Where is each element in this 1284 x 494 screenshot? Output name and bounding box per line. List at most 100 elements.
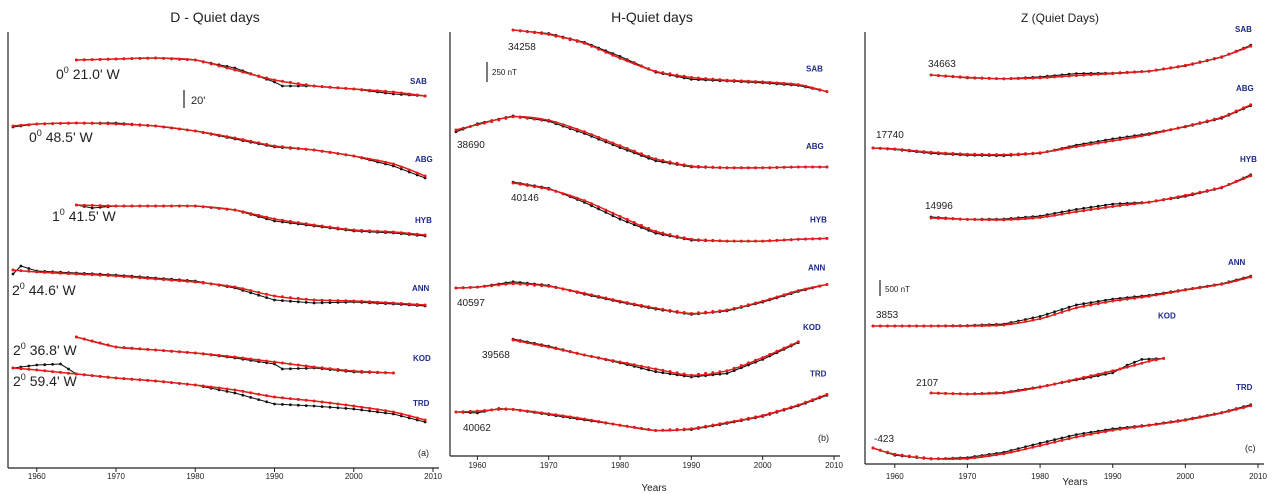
model-point — [1118, 138, 1122, 142]
model-point — [1111, 139, 1115, 143]
model-point — [35, 122, 39, 126]
model-point — [568, 350, 572, 354]
model-point — [754, 415, 757, 419]
model-point — [1162, 356, 1166, 360]
model-point — [632, 425, 636, 429]
model-point — [922, 150, 926, 154]
observed-point — [1089, 205, 1093, 209]
model-point — [1104, 140, 1107, 144]
model-point — [376, 408, 379, 412]
model-point — [217, 133, 221, 137]
model-point — [461, 410, 465, 414]
model-point — [82, 58, 86, 62]
model-point — [352, 228, 356, 232]
model-line — [12, 122, 426, 177]
model-point — [138, 347, 142, 351]
model-point — [273, 360, 276, 364]
model-point — [661, 428, 665, 432]
model-point — [625, 59, 629, 63]
model-point — [288, 397, 292, 401]
model-point — [775, 166, 779, 169]
model-point — [74, 121, 78, 125]
model-point — [185, 382, 189, 386]
model-point — [682, 427, 686, 431]
model-point — [328, 85, 332, 89]
model-point — [561, 348, 565, 352]
model-point — [138, 123, 142, 127]
model-point — [1249, 103, 1253, 107]
model-point — [225, 207, 229, 211]
model-point — [718, 422, 722, 426]
model-point — [1053, 213, 1057, 217]
model-point — [768, 352, 772, 356]
model-point — [483, 284, 486, 288]
model-point — [304, 222, 308, 226]
model-point — [554, 347, 558, 351]
model-point — [1024, 447, 1027, 451]
model-point — [82, 272, 86, 276]
model-point — [1104, 206, 1107, 209]
model-point — [878, 146, 882, 150]
model-point — [1220, 411, 1224, 415]
observed-point — [1104, 298, 1107, 302]
model-point — [965, 152, 969, 156]
model-point — [185, 279, 189, 283]
model-point — [1118, 204, 1122, 208]
model-point — [965, 217, 969, 221]
baseline-label: 00 48.5' W — [29, 128, 94, 145]
model-point — [82, 203, 86, 207]
model-point — [1249, 174, 1253, 178]
model-point — [818, 395, 822, 399]
model-point — [407, 414, 411, 418]
model-point — [1067, 211, 1071, 215]
model-point — [1183, 63, 1187, 67]
model-point — [312, 223, 316, 227]
model-point — [1198, 190, 1202, 194]
model-point — [675, 234, 679, 238]
model-point — [611, 141, 615, 145]
model-line — [76, 57, 426, 97]
observed-point — [368, 409, 371, 413]
model-point — [384, 89, 387, 93]
observed-point — [320, 405, 324, 408]
model-point — [711, 309, 715, 313]
model-point — [647, 226, 651, 230]
model-point — [1045, 315, 1049, 319]
model-point — [804, 287, 807, 291]
model-point — [288, 296, 292, 300]
model-point — [1082, 143, 1086, 147]
model-point — [689, 427, 693, 431]
model-line — [455, 393, 828, 432]
model-point — [1183, 288, 1187, 292]
model-point — [1111, 205, 1115, 208]
model-point — [1212, 57, 1216, 60]
panel-tag: (a) — [418, 448, 429, 458]
model-point — [1038, 444, 1042, 448]
model-point — [43, 369, 47, 373]
model-point — [497, 283, 501, 287]
model-point — [936, 216, 940, 220]
model-point — [209, 206, 213, 210]
model-point — [561, 36, 565, 40]
model-point — [675, 371, 679, 375]
model-point — [511, 407, 515, 411]
model-point — [582, 353, 586, 357]
model-point — [1053, 440, 1057, 444]
model-point — [209, 132, 213, 136]
model-point — [1060, 310, 1064, 314]
model-point — [980, 324, 984, 328]
baseline-label: 17740 — [876, 130, 904, 141]
model-point — [682, 372, 686, 376]
model-point — [704, 238, 708, 242]
model-point — [782, 346, 786, 350]
model-point — [352, 404, 356, 408]
x-tick-label: 1970 — [959, 472, 977, 481]
model-point — [1096, 207, 1100, 211]
x-tick-label: 1980 — [611, 461, 629, 470]
model-point — [768, 297, 772, 301]
model-point — [391, 90, 395, 94]
baseline-label: 3853 — [876, 310, 899, 321]
model-point — [106, 57, 110, 61]
model-point — [746, 166, 750, 170]
model-point — [1096, 431, 1100, 435]
